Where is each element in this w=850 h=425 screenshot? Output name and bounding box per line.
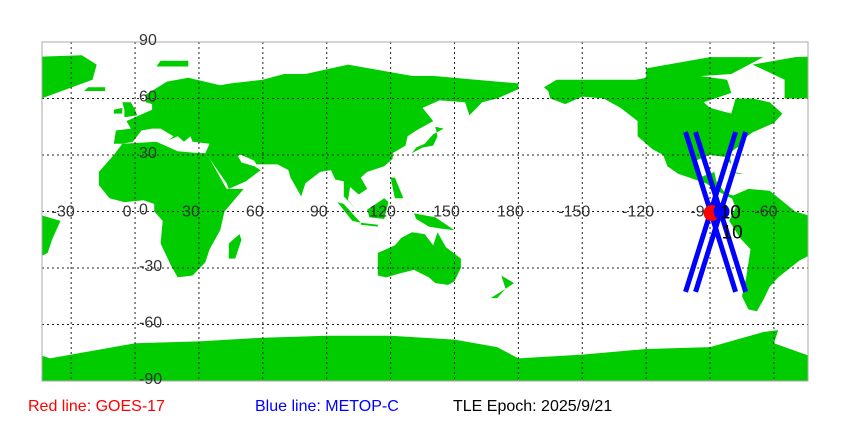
lon-label: 120 xyxy=(369,204,396,221)
land-australia xyxy=(377,232,461,285)
lon-label: 60 xyxy=(246,204,264,221)
land-south-america xyxy=(729,188,808,312)
land-svalbard xyxy=(156,60,189,67)
lat-label: 30 xyxy=(139,145,157,162)
satellite-position-marker xyxy=(713,203,730,220)
land-arctic-islands xyxy=(646,57,764,80)
legend-tle-epoch: TLE Epoch: 2025/9/21 xyxy=(453,398,613,415)
lon-label: -120 xyxy=(622,204,654,221)
land-north-america xyxy=(0,74,16,198)
lon-label: 150 xyxy=(433,204,460,221)
land-sumatra xyxy=(337,202,361,223)
lon-label: 180 xyxy=(497,204,524,221)
lon-label: -60 xyxy=(754,204,777,221)
land-java xyxy=(360,222,378,227)
land-new-guinea xyxy=(414,213,455,231)
land-greenland xyxy=(42,55,97,99)
lat-label: -90 xyxy=(139,371,162,388)
axis-labels: -30 0 30 60 90 120 150 180 -150 -120 -90 -60 90 60 30 0… xyxy=(52,32,778,388)
land-eurasia xyxy=(113,64,519,210)
lon-label: 0 xyxy=(123,204,132,221)
lon-label: 30 xyxy=(182,204,200,221)
satellite-ground-track-map: -30 0 30 60 90 120 150 180 -150 -120 -90 -60 90 60 30 0… xyxy=(0,32,809,388)
legend-red-line: Red line: GOES-17 xyxy=(28,398,165,415)
land-philippines xyxy=(390,177,404,199)
satellite-label: 10 xyxy=(722,223,743,244)
land-ireland xyxy=(113,107,123,114)
land-iceland xyxy=(84,87,106,91)
lon-label: -30 xyxy=(52,204,75,221)
lon-label: 90 xyxy=(310,204,328,221)
land-north-america xyxy=(543,74,783,199)
land-masses xyxy=(0,55,808,381)
land-greenland xyxy=(752,56,808,99)
lat-label: -30 xyxy=(139,258,162,275)
graticule xyxy=(42,42,808,381)
land-antarctica xyxy=(42,335,519,381)
land-antarctica xyxy=(518,330,808,381)
lat-label: 90 xyxy=(139,32,157,49)
land-borneo xyxy=(367,198,389,219)
land-south-america xyxy=(42,215,61,256)
land-great-britain xyxy=(122,102,138,118)
land-africa xyxy=(98,141,244,278)
lat-label: -60 xyxy=(139,315,162,332)
lat-label: 0 xyxy=(139,202,148,219)
land-japan xyxy=(411,126,444,154)
satellite-label: 10 xyxy=(720,203,741,224)
lat-label: 60 xyxy=(139,89,157,106)
land-new-zealand xyxy=(490,275,515,299)
legend-blue-line: Blue line: METOP-C xyxy=(255,398,399,415)
land-madagascar xyxy=(228,234,242,259)
map-frame xyxy=(41,41,809,382)
lon-label: -150 xyxy=(558,204,590,221)
